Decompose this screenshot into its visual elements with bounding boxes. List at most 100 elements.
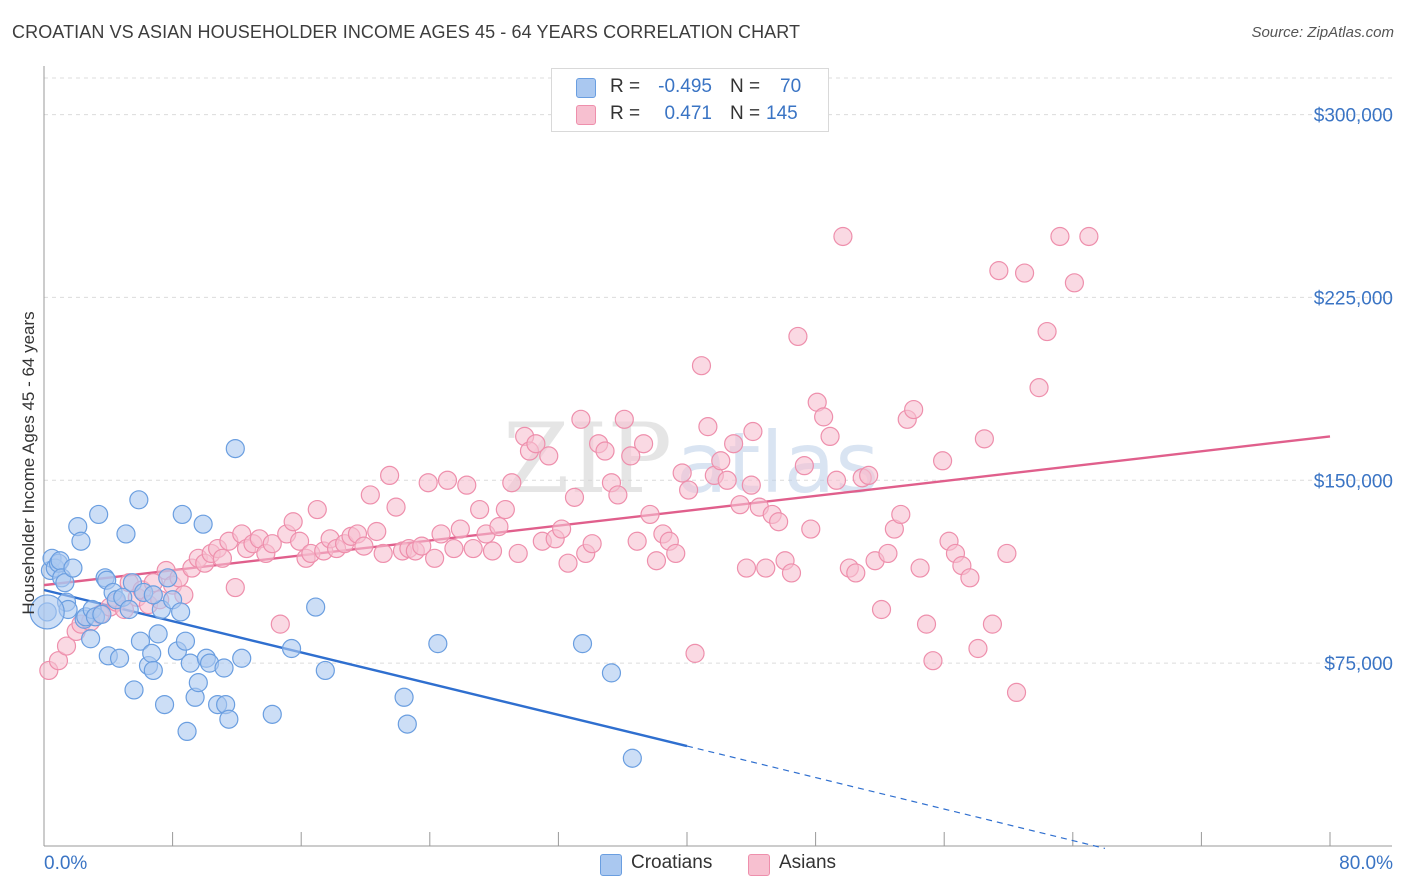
data-point-asians [846,563,866,583]
data-point-asians [283,512,303,532]
data-point-croatians [175,631,196,651]
data-point-asians [56,636,77,656]
data-point-croatians [171,602,191,622]
legend-r-label: R = [610,76,641,97]
data-point-asians [923,651,943,671]
legend-row-croatians: R = -0.495 N = 70 [552,74,828,100]
legend-n-value: 145 [766,103,798,124]
data-point-croatians [142,643,162,663]
data-point-asians [526,434,546,454]
data-point-croatians [572,634,593,654]
data-point-asians [1014,263,1035,283]
axes [43,66,1392,847]
data-point-asians [489,517,509,537]
data-point-asians [354,536,374,556]
x-tick-label: 80.0% [1339,853,1393,874]
data-point-asians [826,470,847,490]
data-point-croatians [154,694,175,715]
data-point-asians [820,426,840,446]
data-point-asians [1079,226,1099,247]
data-point-asians [741,475,761,495]
data-point-asians [1064,273,1085,293]
data-point-asians [450,519,470,539]
tick-labels: $75,000 $150,000 $225,000 $300,000 0.0% 80.0% [44,106,1393,874]
data-point-croatians [306,597,326,617]
data-point-asians [711,451,731,471]
data-point-croatians [601,663,622,683]
legend-r-value: 0.471 [664,103,712,124]
data-point-asians [910,558,930,578]
data-point-asians [289,531,310,551]
trend-lines [43,435,1331,850]
trend-extension-croatians [686,745,1106,850]
data-point-asians [871,599,892,620]
data-point-asians [679,480,699,500]
data-point-croatians [29,594,65,630]
data-point-asians [412,536,432,556]
data-point-asians [974,429,994,449]
data-point-croatians [63,558,83,578]
data-point-croatians [130,631,151,651]
data-point-asians [691,356,712,376]
y-tick-label: $225,000 [1314,288,1393,309]
data-point-asians [608,485,628,505]
gridlines [44,77,1392,664]
data-point-asians [801,519,821,539]
data-point-asians [878,543,898,564]
legend-swatch-croatians [600,854,622,876]
data-point-asians [367,521,387,542]
data-point-croatians [81,629,101,649]
data-point-asians [717,470,737,490]
y-tick-label: $75,000 [1324,654,1393,675]
data-point-asians [508,543,528,564]
correlation-legend: R = -0.495 N = 70 R = 0.471 N = 145 [551,68,829,132]
data-point-asians [482,541,503,561]
data-point-asians [270,614,290,634]
data-point-asians [916,614,937,634]
data-point-asians [646,551,667,571]
data-point-croatians [225,438,245,459]
data-point-croatians [109,648,130,668]
data-point-croatians [232,648,252,668]
data-point-asians [48,651,69,671]
data-point-croatians [89,504,109,525]
data-point-asians [794,456,814,476]
data-point-asians [736,558,757,578]
data-point-asians [640,504,660,525]
legend-r-label: R = [610,103,641,124]
x-tick-label: 0.0% [44,853,87,874]
data-point-asians [982,614,1003,634]
data-point-asians [1006,682,1027,703]
data-point-asians [418,473,438,493]
data-point-asians [437,470,458,490]
data-point-asians [552,519,572,539]
watermark: ZIP atlas [503,403,879,515]
data-point-croatians [193,514,213,534]
data-point-croatians [124,680,144,700]
data-point-croatians [262,704,282,724]
y-axis-label-container: Householder Income Ages 45 - 64 years [16,78,42,848]
data-point-asians [571,409,591,429]
data-point-croatians [428,634,448,654]
data-point-asians [627,531,647,551]
y-tick-label: $150,000 [1314,471,1393,492]
data-point-asians [698,417,718,437]
data-point-asians [666,543,686,564]
data-point-asians [724,434,744,454]
data-point-croatians [281,638,302,659]
data-point-croatians [214,658,234,678]
data-point-croatians [143,585,163,605]
data-point-croatians [92,604,112,624]
data-point-asians [431,524,451,544]
data-points [29,226,1099,768]
data-point-croatians [119,599,139,620]
data-point-asians [373,543,393,564]
data-point-croatians [55,573,75,593]
data-point-croatians [622,748,642,768]
data-point-asians [425,548,445,568]
source-label: Source: ZipAtlas.com [1251,24,1394,41]
data-point-asians [307,499,327,520]
legend-n-label: N = [730,103,761,124]
data-point-asians [743,421,763,442]
